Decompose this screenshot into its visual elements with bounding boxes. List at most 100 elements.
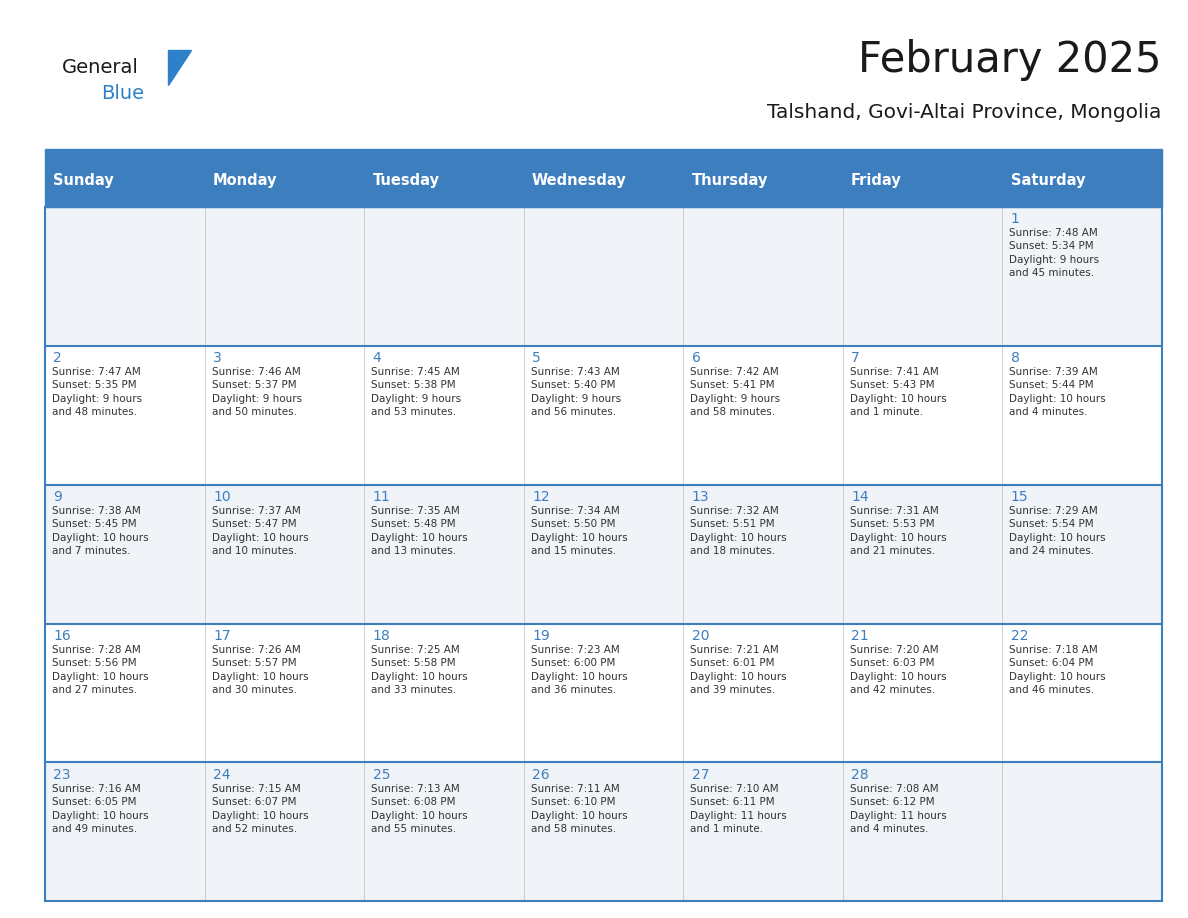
Bar [683, 763, 842, 901]
Text: Sunrise: 7:28 AM
Sunset: 5:56 PM
Daylight: 10 hours
and 27 minutes.: Sunrise: 7:28 AM Sunset: 5:56 PM Dayligh… [52, 644, 148, 696]
Bar [365, 623, 524, 763]
Text: 3: 3 [213, 351, 222, 365]
Text: Sunrise: 7:15 AM
Sunset: 6:07 PM
Daylight: 10 hours
and 52 minutes.: Sunrise: 7:15 AM Sunset: 6:07 PM Dayligh… [211, 784, 309, 834]
Text: Wednesday: Wednesday [532, 174, 627, 188]
Text: 10: 10 [213, 490, 230, 504]
Bar [842, 207, 1003, 345]
Bar [45, 485, 204, 623]
Bar [204, 207, 365, 345]
Text: 7: 7 [851, 351, 860, 365]
Text: Sunrise: 7:39 AM
Sunset: 5:44 PM
Daylight: 10 hours
and 4 minutes.: Sunrise: 7:39 AM Sunset: 5:44 PM Dayligh… [1010, 366, 1106, 418]
Text: Sunrise: 7:38 AM
Sunset: 5:45 PM
Daylight: 10 hours
and 7 minutes.: Sunrise: 7:38 AM Sunset: 5:45 PM Dayligh… [52, 506, 148, 556]
Text: Sunrise: 7:23 AM
Sunset: 6:00 PM
Daylight: 10 hours
and 36 minutes.: Sunrise: 7:23 AM Sunset: 6:00 PM Dayligh… [531, 644, 627, 696]
Bar [524, 623, 683, 763]
Bar [842, 763, 1003, 901]
Text: Sunrise: 7:18 AM
Sunset: 6:04 PM
Daylight: 10 hours
and 46 minutes.: Sunrise: 7:18 AM Sunset: 6:04 PM Dayligh… [1010, 644, 1106, 696]
Text: Sunrise: 7:31 AM
Sunset: 5:53 PM
Daylight: 10 hours
and 21 minutes.: Sunrise: 7:31 AM Sunset: 5:53 PM Dayligh… [849, 506, 947, 556]
Text: February 2025: February 2025 [859, 39, 1162, 81]
Text: 13: 13 [691, 490, 709, 504]
Text: Sunrise: 7:45 AM
Sunset: 5:38 PM
Daylight: 9 hours
and 53 minutes.: Sunrise: 7:45 AM Sunset: 5:38 PM Dayligh… [372, 366, 461, 418]
Bar [365, 155, 524, 207]
Bar [683, 623, 842, 763]
Text: Sunrise: 7:26 AM
Sunset: 5:57 PM
Daylight: 10 hours
and 30 minutes.: Sunrise: 7:26 AM Sunset: 5:57 PM Dayligh… [211, 644, 309, 696]
Text: 1: 1 [1011, 212, 1019, 226]
Text: Sunrise: 7:29 AM
Sunset: 5:54 PM
Daylight: 10 hours
and 24 minutes.: Sunrise: 7:29 AM Sunset: 5:54 PM Dayligh… [1010, 506, 1106, 556]
Bar [524, 155, 683, 207]
Text: Friday: Friday [851, 174, 902, 188]
Text: 2: 2 [53, 351, 62, 365]
Bar [1003, 763, 1162, 901]
Text: Thursday: Thursday [691, 174, 767, 188]
Text: 8: 8 [1011, 351, 1019, 365]
Text: 15: 15 [1011, 490, 1029, 504]
Bar [683, 485, 842, 623]
Text: Talshand, Govi-Altai Province, Mongolia: Talshand, Govi-Altai Province, Mongolia [767, 104, 1162, 122]
Text: 25: 25 [373, 768, 390, 782]
Text: Monday: Monday [213, 174, 278, 188]
Text: Tuesday: Tuesday [373, 174, 440, 188]
Text: Sunday: Sunday [53, 174, 114, 188]
Text: 18: 18 [373, 629, 391, 643]
Text: 21: 21 [851, 629, 868, 643]
Polygon shape [168, 50, 191, 85]
Text: Sunrise: 7:08 AM
Sunset: 6:12 PM
Daylight: 11 hours
and 4 minutes.: Sunrise: 7:08 AM Sunset: 6:12 PM Dayligh… [849, 784, 947, 834]
Text: Sunrise: 7:46 AM
Sunset: 5:37 PM
Daylight: 9 hours
and 50 minutes.: Sunrise: 7:46 AM Sunset: 5:37 PM Dayligh… [211, 366, 302, 418]
Text: Sunrise: 7:25 AM
Sunset: 5:58 PM
Daylight: 10 hours
and 33 minutes.: Sunrise: 7:25 AM Sunset: 5:58 PM Dayligh… [372, 644, 468, 696]
Bar [204, 763, 365, 901]
Text: 5: 5 [532, 351, 541, 365]
Bar [365, 485, 524, 623]
Bar [45, 149, 1162, 155]
Text: Sunrise: 7:48 AM
Sunset: 5:34 PM
Daylight: 9 hours
and 45 minutes.: Sunrise: 7:48 AM Sunset: 5:34 PM Dayligh… [1010, 228, 1100, 278]
Text: Sunrise: 7:20 AM
Sunset: 6:03 PM
Daylight: 10 hours
and 42 minutes.: Sunrise: 7:20 AM Sunset: 6:03 PM Dayligh… [849, 644, 947, 696]
Bar [683, 155, 842, 207]
Bar [842, 623, 1003, 763]
Text: 6: 6 [691, 351, 701, 365]
Text: 12: 12 [532, 490, 550, 504]
Text: Sunrise: 7:10 AM
Sunset: 6:11 PM
Daylight: 11 hours
and 1 minute.: Sunrise: 7:10 AM Sunset: 6:11 PM Dayligh… [690, 784, 788, 834]
Text: Sunrise: 7:41 AM
Sunset: 5:43 PM
Daylight: 10 hours
and 1 minute.: Sunrise: 7:41 AM Sunset: 5:43 PM Dayligh… [849, 366, 947, 418]
Text: 26: 26 [532, 768, 550, 782]
Bar [1003, 207, 1162, 345]
Text: Blue: Blue [101, 84, 144, 103]
Bar [842, 485, 1003, 623]
Bar [524, 345, 683, 485]
Text: 22: 22 [1011, 629, 1028, 643]
Bar [204, 623, 365, 763]
Bar [1003, 345, 1162, 485]
Text: Sunrise: 7:43 AM
Sunset: 5:40 PM
Daylight: 9 hours
and 56 minutes.: Sunrise: 7:43 AM Sunset: 5:40 PM Dayligh… [531, 366, 621, 418]
Bar [45, 345, 204, 485]
Bar [842, 155, 1003, 207]
Bar [365, 345, 524, 485]
Text: 17: 17 [213, 629, 230, 643]
Bar [365, 207, 524, 345]
Bar [524, 207, 683, 345]
Bar [524, 763, 683, 901]
Text: Sunrise: 7:16 AM
Sunset: 6:05 PM
Daylight: 10 hours
and 49 minutes.: Sunrise: 7:16 AM Sunset: 6:05 PM Dayligh… [52, 784, 148, 834]
Text: Sunrise: 7:32 AM
Sunset: 5:51 PM
Daylight: 10 hours
and 18 minutes.: Sunrise: 7:32 AM Sunset: 5:51 PM Dayligh… [690, 506, 786, 556]
Bar [45, 207, 204, 345]
Text: 14: 14 [851, 490, 868, 504]
Bar [45, 623, 204, 763]
Text: Sunrise: 7:35 AM
Sunset: 5:48 PM
Daylight: 10 hours
and 13 minutes.: Sunrise: 7:35 AM Sunset: 5:48 PM Dayligh… [372, 506, 468, 556]
Text: 19: 19 [532, 629, 550, 643]
Bar [204, 485, 365, 623]
Text: Sunrise: 7:11 AM
Sunset: 6:10 PM
Daylight: 10 hours
and 58 minutes.: Sunrise: 7:11 AM Sunset: 6:10 PM Dayligh… [531, 784, 627, 834]
Bar [683, 207, 842, 345]
Text: 4: 4 [373, 351, 381, 365]
Bar [45, 155, 204, 207]
Text: 28: 28 [851, 768, 868, 782]
Text: Sunrise: 7:21 AM
Sunset: 6:01 PM
Daylight: 10 hours
and 39 minutes.: Sunrise: 7:21 AM Sunset: 6:01 PM Dayligh… [690, 644, 786, 696]
Text: Sunrise: 7:37 AM
Sunset: 5:47 PM
Daylight: 10 hours
and 10 minutes.: Sunrise: 7:37 AM Sunset: 5:47 PM Dayligh… [211, 506, 309, 556]
Text: 20: 20 [691, 629, 709, 643]
Text: 23: 23 [53, 768, 71, 782]
Text: 27: 27 [691, 768, 709, 782]
Text: 11: 11 [373, 490, 391, 504]
Bar [524, 485, 683, 623]
Bar [1003, 623, 1162, 763]
Bar [1003, 155, 1162, 207]
Text: Saturday: Saturday [1011, 174, 1085, 188]
Bar [45, 763, 204, 901]
Bar [1003, 485, 1162, 623]
Bar [365, 763, 524, 901]
Bar [204, 155, 365, 207]
